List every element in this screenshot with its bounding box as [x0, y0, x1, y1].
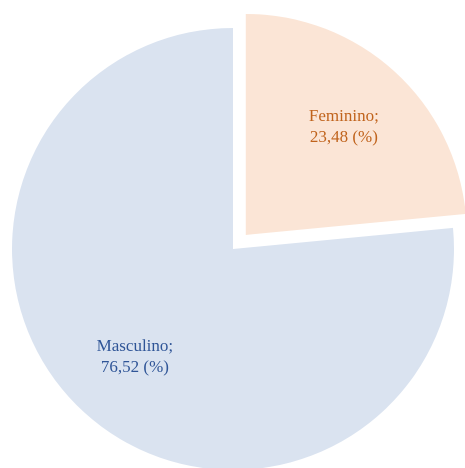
- slice-category-label: Feminino;: [309, 106, 379, 125]
- slice-category-label: Masculino;: [97, 336, 174, 355]
- pie-slice: [12, 28, 454, 468]
- pie-slice: [245, 13, 465, 235]
- slice-value-label: 23,48 (%): [310, 127, 378, 146]
- slice-value-label: 76,52 (%): [101, 357, 169, 376]
